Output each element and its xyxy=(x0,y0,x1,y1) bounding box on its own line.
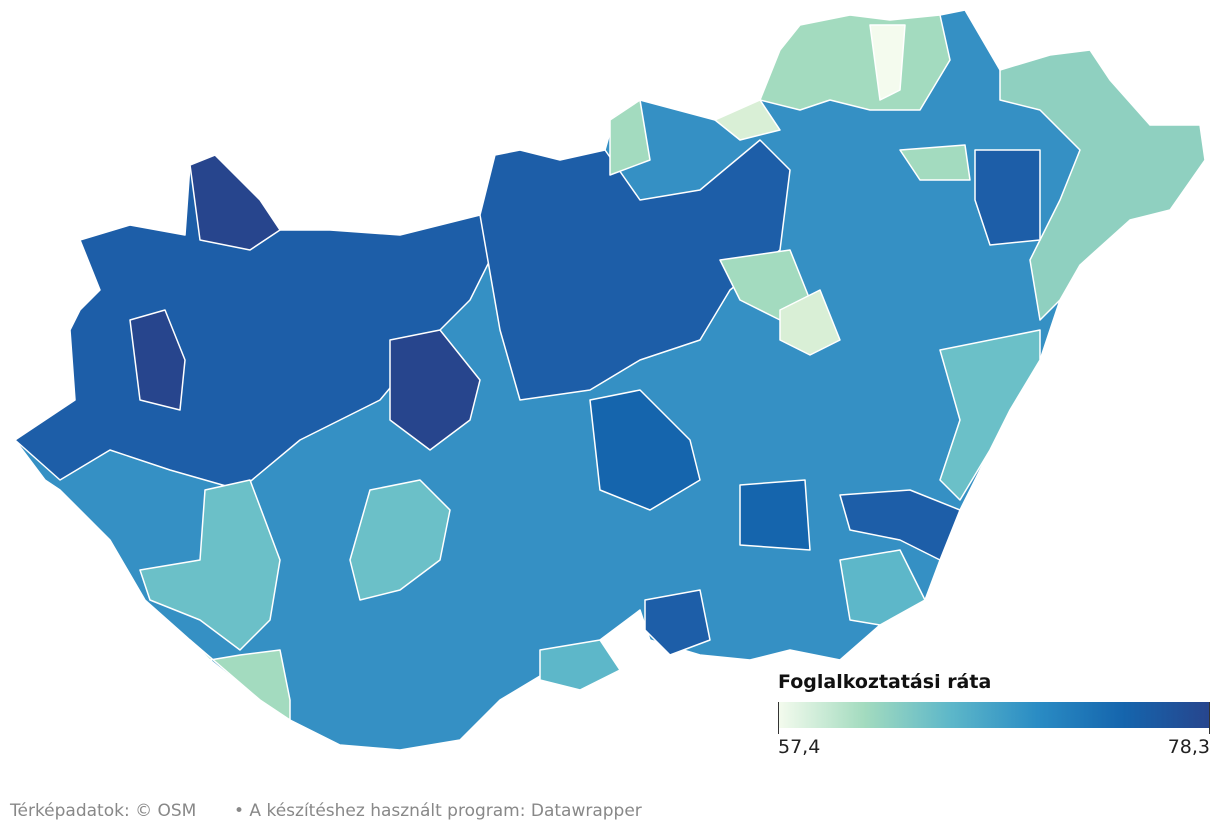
region xyxy=(899,144,971,181)
region xyxy=(644,589,711,656)
region xyxy=(839,489,961,561)
region xyxy=(739,479,811,551)
region xyxy=(14,154,501,491)
region xyxy=(189,639,291,721)
region xyxy=(539,639,621,691)
region xyxy=(479,139,791,401)
legend-min-label: 57,4 xyxy=(778,736,820,758)
region xyxy=(589,389,701,511)
region xyxy=(999,49,1206,321)
legend-max-label: 78,3 xyxy=(1168,736,1210,758)
region xyxy=(189,154,281,251)
region xyxy=(389,329,481,451)
legend-gradient xyxy=(778,702,1210,728)
region xyxy=(974,149,1041,246)
region xyxy=(839,549,926,626)
region xyxy=(779,289,841,356)
footer-source: Térképadatok: © OSM xyxy=(9,801,196,821)
region xyxy=(714,99,781,141)
region xyxy=(759,14,951,111)
map xyxy=(14,9,1206,751)
region xyxy=(869,24,906,101)
region xyxy=(139,479,281,651)
region xyxy=(129,309,186,411)
region xyxy=(349,479,451,601)
region xyxy=(609,99,651,176)
legend-title: Foglalkoztatási ráta xyxy=(778,671,991,693)
footer-credit: • A készítéshez használt program: Datawr… xyxy=(234,801,642,821)
region xyxy=(939,329,1041,501)
